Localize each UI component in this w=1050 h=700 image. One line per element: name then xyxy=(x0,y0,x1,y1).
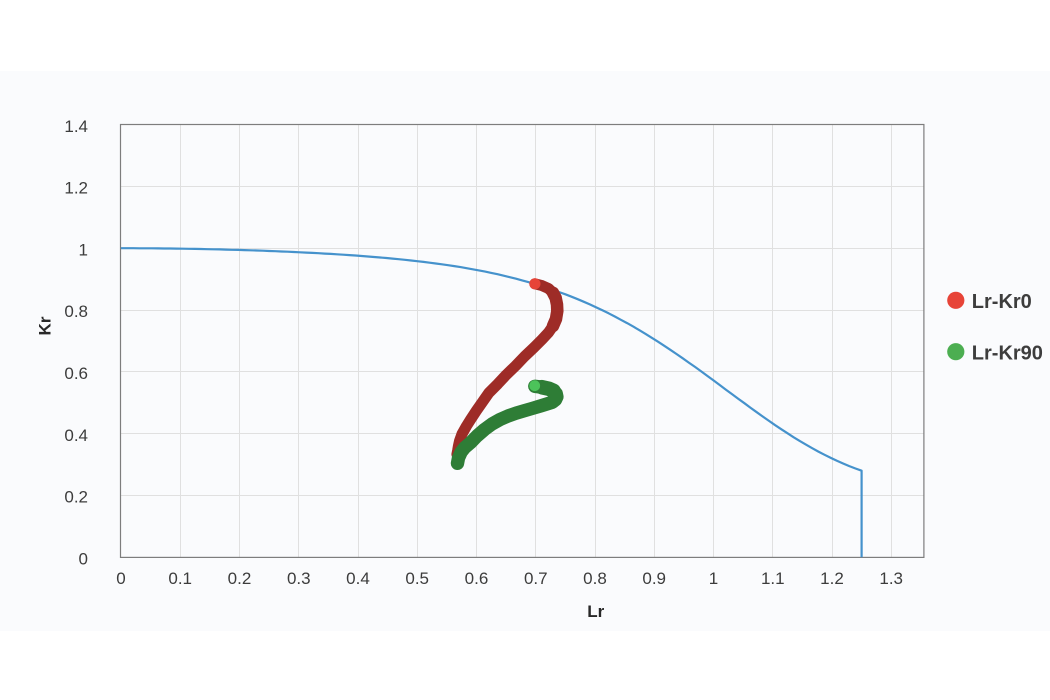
svg-text:0.2: 0.2 xyxy=(64,488,88,507)
svg-text:Lr-Kr0: Lr-Kr0 xyxy=(972,291,1032,313)
svg-text:0.6: 0.6 xyxy=(64,364,88,383)
svg-text:1.2: 1.2 xyxy=(820,569,844,588)
svg-text:Lr-Kr90: Lr-Kr90 xyxy=(972,343,1043,365)
svg-text:1: 1 xyxy=(709,569,718,588)
svg-text:0.4: 0.4 xyxy=(346,569,370,588)
svg-text:0: 0 xyxy=(116,569,125,588)
svg-text:0.5: 0.5 xyxy=(405,569,429,588)
svg-text:1.3: 1.3 xyxy=(879,569,903,588)
svg-text:0.9: 0.9 xyxy=(642,569,666,588)
svg-text:1: 1 xyxy=(79,240,88,259)
svg-text:0.2: 0.2 xyxy=(228,569,252,588)
svg-text:0.8: 0.8 xyxy=(64,302,88,321)
svg-text:0.7: 0.7 xyxy=(524,569,548,588)
svg-text:Kr: Kr xyxy=(36,316,55,335)
svg-text:0.6: 0.6 xyxy=(465,569,489,588)
svg-text:0: 0 xyxy=(79,550,88,569)
svg-text:0.3: 0.3 xyxy=(287,569,311,588)
svg-text:1.1: 1.1 xyxy=(761,569,785,588)
svg-text:0.4: 0.4 xyxy=(64,426,88,445)
svg-text:1.4: 1.4 xyxy=(64,117,88,136)
svg-text:Lr: Lr xyxy=(587,602,604,621)
svg-text:1.2: 1.2 xyxy=(64,179,88,198)
svg-text:0.8: 0.8 xyxy=(583,569,607,588)
svg-text:0.1: 0.1 xyxy=(168,569,192,588)
